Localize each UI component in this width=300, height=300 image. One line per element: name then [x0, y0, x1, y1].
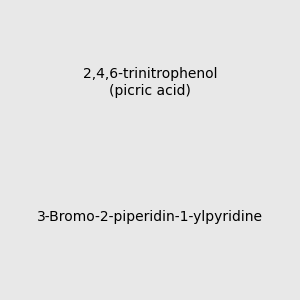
Text: 2,4,6-trinitrophenol
(picric acid): 2,4,6-trinitrophenol (picric acid) — [83, 68, 217, 98]
Text: 3-Bromo-2-piperidin-1-ylpyridine: 3-Bromo-2-piperidin-1-ylpyridine — [37, 211, 263, 224]
